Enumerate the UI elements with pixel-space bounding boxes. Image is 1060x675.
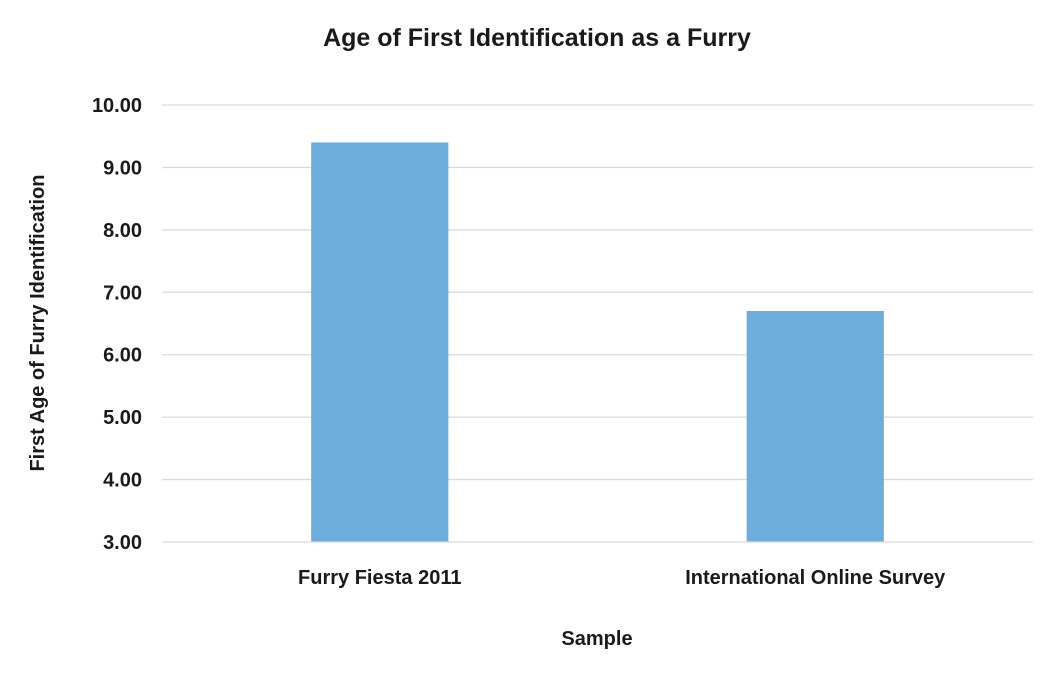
- y-tick-label: 10.00: [92, 95, 142, 117]
- y-tick-label: 6.00: [103, 345, 142, 367]
- x-category-label: Furry Fiesta 2011: [298, 567, 461, 589]
- y-tick-label: 5.00: [103, 407, 142, 429]
- chart-title: Age of First Identification as a Furry: [323, 24, 751, 52]
- bar: [311, 142, 449, 542]
- y-axis-ticks: 3.00 4.00 5.00 6.00 7.00 8.00 9.00 10.00: [92, 95, 142, 554]
- y-tick-label: 7.00: [103, 282, 142, 304]
- y-tick-label: 4.00: [103, 470, 142, 492]
- bars: [311, 142, 884, 542]
- x-axis-title: Sample: [561, 628, 632, 650]
- y-tick-label: 8.00: [103, 220, 142, 242]
- y-axis-title: First Age of Furry Identification: [27, 174, 49, 471]
- y-tick-label: 9.00: [103, 157, 142, 179]
- x-axis-categories: Furry Fiesta 2011 International Online Su…: [298, 567, 946, 589]
- y-tick-label: 3.00: [103, 532, 142, 554]
- bar: [746, 311, 884, 542]
- gridlines: [162, 104, 1033, 481]
- x-category-label: International Online Survey: [685, 567, 946, 589]
